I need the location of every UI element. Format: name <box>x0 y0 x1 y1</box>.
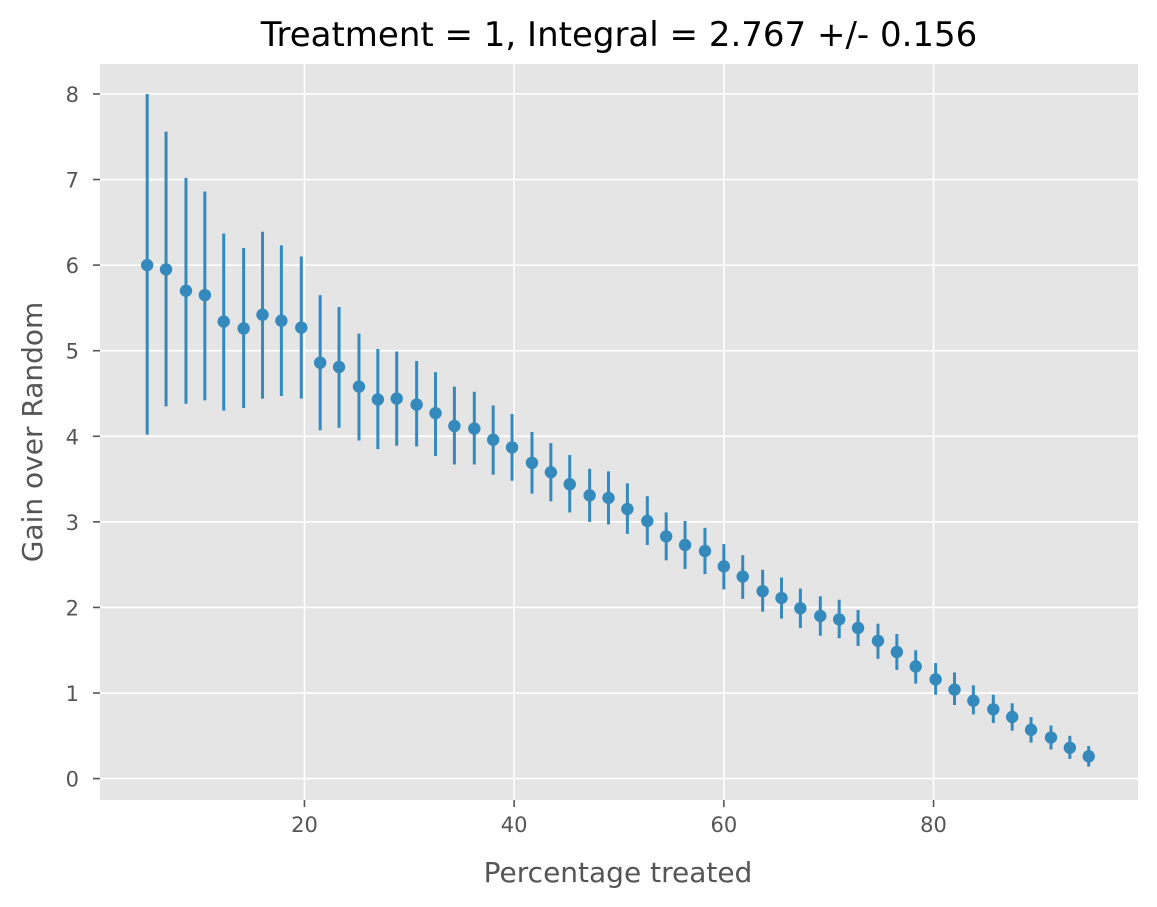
x-tick-label: 20 <box>291 813 318 837</box>
data-point <box>583 489 596 502</box>
data-point <box>217 315 230 328</box>
data-point <box>429 406 442 420</box>
y-tick-label: 0 <box>66 768 79 792</box>
data-point <box>814 609 827 623</box>
y-axis-label: Gain over Random <box>16 302 49 563</box>
data-point <box>909 660 922 673</box>
data-point <box>621 502 634 516</box>
axis-ticks: 20 40 60 80 0 1 2 3 4 5 6 7 8 <box>66 83 947 837</box>
data-point <box>717 560 731 573</box>
y-tick-label: 6 <box>66 254 79 278</box>
data-point <box>871 634 885 648</box>
y-tick-label: 4 <box>66 425 79 449</box>
data-point <box>832 613 846 626</box>
data-point <box>544 466 558 479</box>
data-point <box>756 584 769 598</box>
data-point <box>1044 731 1058 744</box>
data-point <box>987 703 1000 716</box>
data-point <box>390 392 403 405</box>
data-point <box>505 441 519 454</box>
data-point <box>295 321 308 334</box>
data-point <box>1082 750 1095 763</box>
data-point <box>486 433 500 446</box>
data-point <box>275 314 288 327</box>
data-point <box>371 393 385 406</box>
data-point <box>448 419 461 433</box>
data-point <box>179 284 193 297</box>
data-point <box>736 570 749 583</box>
data-point <box>468 422 481 435</box>
y-tick-label: 1 <box>66 682 79 706</box>
data-point <box>352 380 366 393</box>
data-point <box>678 538 692 552</box>
data-point <box>1024 723 1038 737</box>
y-tick-label: 8 <box>66 83 79 107</box>
data-point <box>525 456 539 470</box>
data-point <box>602 491 615 505</box>
x-tick-label: 40 <box>501 813 528 837</box>
data-point <box>948 683 961 696</box>
x-tick-label: 80 <box>920 813 947 837</box>
data-point <box>929 673 942 686</box>
y-tick-label: 3 <box>66 511 79 535</box>
data-point <box>313 356 327 369</box>
data-points <box>140 258 1095 763</box>
data-point <box>775 591 788 605</box>
y-tick-label: 5 <box>66 340 79 364</box>
x-tick-label: 60 <box>710 813 737 837</box>
y-tick-label: 2 <box>66 596 79 620</box>
data-point <box>410 398 423 411</box>
data-point <box>659 530 673 543</box>
data-point <box>794 602 807 615</box>
data-point <box>198 288 212 302</box>
plot-background <box>100 64 1138 800</box>
grid <box>100 64 1138 800</box>
data-point <box>256 308 269 321</box>
x-axis-label: Percentage treated <box>484 856 753 889</box>
data-point <box>890 645 904 659</box>
y-tick-label: 7 <box>66 169 79 193</box>
data-point <box>237 322 250 335</box>
data-point <box>851 621 865 635</box>
data-point <box>967 694 980 707</box>
chart-title: Treatment = 1, Integral = 2.767 +/- 0.15… <box>260 15 978 55</box>
data-point <box>563 478 576 491</box>
data-point <box>698 544 712 558</box>
data-point <box>332 360 346 374</box>
data-point <box>159 263 173 276</box>
data-point <box>641 514 654 528</box>
data-point <box>1063 741 1077 754</box>
data-point <box>1005 710 1019 724</box>
data-point <box>140 258 154 272</box>
